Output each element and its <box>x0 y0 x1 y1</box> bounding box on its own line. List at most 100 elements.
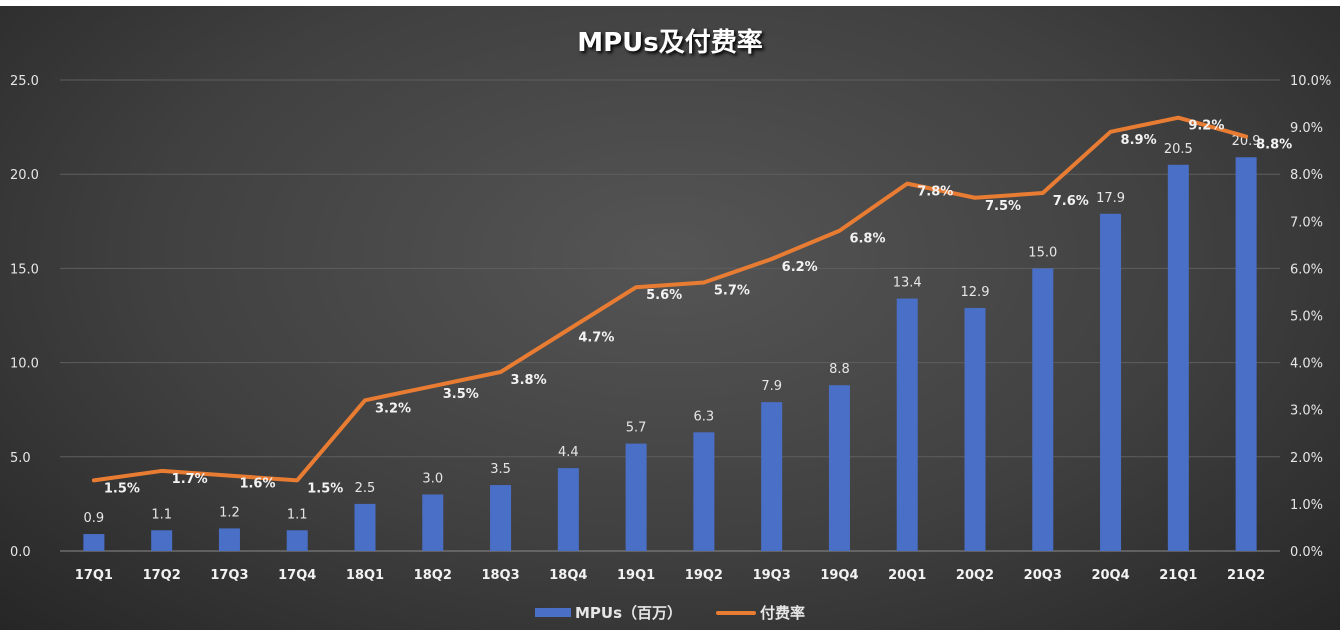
legend-line-swatch <box>716 610 756 615</box>
bar-data-label: 20.5 <box>1164 142 1193 157</box>
chart-title: MPUs及付费率 <box>577 28 763 58</box>
x-axis-tick: 18Q2 <box>414 568 452 583</box>
legend-item-pay-rate[interactable]: 付费率 <box>716 602 805 623</box>
bar <box>218 528 240 551</box>
left-axis-tick: 0.0 <box>10 545 31 560</box>
line-data-label: 1.5% <box>104 481 140 496</box>
bar-data-label: 13.4 <box>893 276 922 291</box>
bar <box>557 468 579 551</box>
legend-label-pay-rate: 付费率 <box>760 604 806 622</box>
right-axis-tick: 6.0% <box>1290 262 1323 277</box>
bar <box>151 530 173 551</box>
legend: MPUs（百万） 付费率 <box>0 602 1340 623</box>
line-data-label: 8.8% <box>1256 138 1292 153</box>
bar-data-label: 1.1 <box>151 507 172 522</box>
x-axis-tick: 20Q1 <box>888 568 926 583</box>
x-axis-tick: 17Q3 <box>210 568 248 583</box>
bar-data-label: 17.9 <box>1096 191 1125 206</box>
x-axis-tick: 19Q3 <box>753 568 791 583</box>
bar <box>1032 268 1054 551</box>
line-data-label: 1.5% <box>307 481 343 496</box>
bar-data-label: 1.2 <box>219 505 240 520</box>
line-data-label: 7.8% <box>917 185 953 200</box>
line-data-label: 5.6% <box>646 288 682 303</box>
line-data-label: 7.6% <box>1053 194 1089 209</box>
line-data-label: 4.7% <box>578 331 614 346</box>
line-data-label: 6.2% <box>782 260 818 275</box>
legend-label-mpus: MPUs（百万） <box>574 604 682 622</box>
plot-svg: 0.0 5.0 10.0 15.0 20.0 25.0 0.0% 1.0% 2.0% 3.0% 4.… <box>10 74 1331 583</box>
legend-bar-swatch <box>534 608 571 617</box>
legend-item-mpus[interactable]: MPUs（百万） <box>534 602 682 623</box>
bar <box>422 494 444 551</box>
bar <box>1167 164 1189 551</box>
right-axis-tick: 0.0% <box>1290 545 1323 560</box>
bar <box>286 530 308 551</box>
bar-data-label: 12.9 <box>961 285 990 300</box>
x-axis-tick: 19Q4 <box>820 568 858 583</box>
bar-data-label: 7.9 <box>761 379 782 394</box>
bar-data-label: 0.9 <box>84 511 105 526</box>
line-data-label: 3.5% <box>443 387 479 402</box>
bar <box>761 402 783 551</box>
line-data-label: 9.2% <box>1188 119 1224 134</box>
bar <box>693 432 715 551</box>
left-axis-tick: 25.0 <box>10 74 39 89</box>
bar <box>1100 213 1122 551</box>
right-axis-tick: 8.0% <box>1290 168 1323 183</box>
right-axis-tick: 4.0% <box>1290 357 1323 372</box>
bar-data-label: 15.0 <box>1028 245 1057 260</box>
x-axis-tick: 17Q1 <box>75 568 113 583</box>
right-axis-tick: 10.0% <box>1290 74 1331 89</box>
x-axis-tick: 20Q3 <box>1024 568 1062 583</box>
x-axis-tick: 19Q2 <box>685 568 723 583</box>
bar <box>896 298 918 551</box>
x-axis-tick: 21Q2 <box>1227 568 1265 583</box>
left-axis-tick: 10.0 <box>10 357 39 372</box>
bar-data-label: 5.7 <box>626 421 647 436</box>
x-axis-tick: 17Q4 <box>278 568 316 583</box>
bar <box>625 443 647 551</box>
line-data-label: 7.5% <box>985 199 1021 214</box>
right-axis-tick: 7.0% <box>1290 215 1323 230</box>
pay-rate-line <box>91 115 1249 483</box>
bar-data-label: 4.4 <box>558 445 579 460</box>
left-axis-tick: 20.0 <box>10 168 39 183</box>
x-axis-tick: 21Q1 <box>1159 568 1197 583</box>
bar-data-label: 1.1 <box>287 507 308 522</box>
x-axis-tick: 18Q1 <box>346 568 384 583</box>
line-data-label: 5.7% <box>714 284 750 299</box>
line-data-label: 1.7% <box>172 472 208 487</box>
bar-data-label: 2.5 <box>355 481 376 496</box>
bar <box>1235 157 1257 551</box>
x-axis-tick: 20Q4 <box>1091 568 1129 583</box>
x-axis-tick: 19Q1 <box>617 568 655 583</box>
bar-data-label: 20.9 <box>1232 134 1261 149</box>
x-axis-tick: 18Q4 <box>549 568 587 583</box>
left-axis-tick: 15.0 <box>10 262 39 277</box>
line-data-label: 3.2% <box>375 401 411 416</box>
right-axis-tick: 2.0% <box>1290 451 1323 466</box>
bar <box>828 385 850 551</box>
bar <box>83 534 105 551</box>
left-axis-tick: 5.0 <box>10 451 31 466</box>
bar <box>354 503 376 551</box>
x-axis-tick: 17Q2 <box>143 568 181 583</box>
bar-data-label: 8.8 <box>829 362 850 377</box>
right-axis-tick: 9.0% <box>1290 121 1323 136</box>
line-data-label: 8.9% <box>1121 133 1157 148</box>
x-axis-tick: 18Q3 <box>481 568 519 583</box>
right-axis-tick: 5.0% <box>1290 310 1323 325</box>
bar <box>490 485 512 551</box>
right-axis-tick: 1.0% <box>1290 498 1323 513</box>
bar-data-label: 3.5 <box>490 462 511 477</box>
line-data-label: 1.6% <box>239 477 275 492</box>
line-data-label: 3.8% <box>511 373 547 388</box>
line-data-label: 6.8% <box>849 232 885 247</box>
x-axis-tick: 20Q2 <box>956 568 994 583</box>
bar <box>964 307 986 551</box>
bar-data-label: 3.0 <box>422 471 443 486</box>
right-axis-tick: 3.0% <box>1290 404 1323 419</box>
chart-area[interactable]: MPUs及付费率 0.0 5.0 10.0 15.0 20.0 25.0 0.0% 1.0% 2… <box>0 6 1340 630</box>
bar-data-label: 6.3 <box>694 409 715 424</box>
